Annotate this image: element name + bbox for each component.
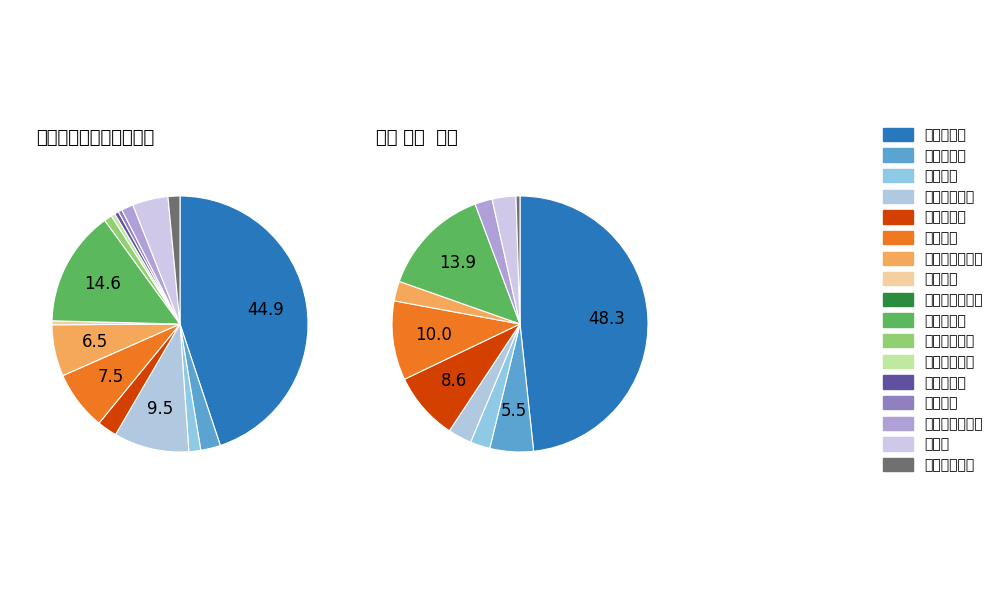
Wedge shape	[111, 214, 180, 324]
Wedge shape	[133, 197, 180, 324]
Wedge shape	[516, 196, 520, 324]
Wedge shape	[118, 210, 180, 324]
Text: 若月 健矢  選手: 若月 健矢 選手	[376, 129, 458, 147]
Wedge shape	[115, 212, 180, 324]
Wedge shape	[52, 220, 180, 324]
Wedge shape	[52, 321, 180, 325]
Wedge shape	[168, 196, 180, 324]
Wedge shape	[392, 301, 520, 379]
Text: 6.5: 6.5	[82, 333, 108, 351]
Legend: ストレート, ツーシーム, シュート, カットボール, スプリット, フォーク, チェンジアップ, シンカー, 高速スライダー, スライダー, 縦スライダー, : ストレート, ツーシーム, シュート, カットボール, スプリット, フォーク,…	[883, 128, 983, 472]
Text: パ・リーグ全プレイヤー: パ・リーグ全プレイヤー	[36, 129, 154, 147]
Wedge shape	[180, 196, 308, 445]
Text: 44.9: 44.9	[248, 301, 284, 319]
Wedge shape	[394, 281, 520, 324]
Wedge shape	[116, 324, 189, 452]
Text: 7.5: 7.5	[98, 368, 124, 386]
Text: 5.5: 5.5	[501, 402, 527, 420]
Wedge shape	[520, 196, 648, 451]
Wedge shape	[399, 204, 520, 324]
Wedge shape	[52, 324, 180, 376]
Text: 14.6: 14.6	[85, 275, 121, 293]
Wedge shape	[99, 324, 180, 434]
Text: 13.9: 13.9	[439, 254, 476, 272]
Text: 8.6: 8.6	[441, 372, 467, 390]
Text: 10.0: 10.0	[415, 326, 452, 344]
Wedge shape	[405, 324, 520, 431]
Wedge shape	[492, 196, 520, 324]
Wedge shape	[105, 216, 180, 324]
Wedge shape	[471, 324, 520, 448]
Text: 48.3: 48.3	[588, 310, 625, 328]
Wedge shape	[449, 324, 520, 442]
Text: 9.5: 9.5	[147, 400, 173, 418]
Wedge shape	[475, 199, 520, 324]
Wedge shape	[180, 324, 201, 452]
Wedge shape	[63, 324, 180, 423]
Wedge shape	[180, 324, 220, 450]
Wedge shape	[490, 324, 534, 452]
Wedge shape	[122, 205, 180, 324]
